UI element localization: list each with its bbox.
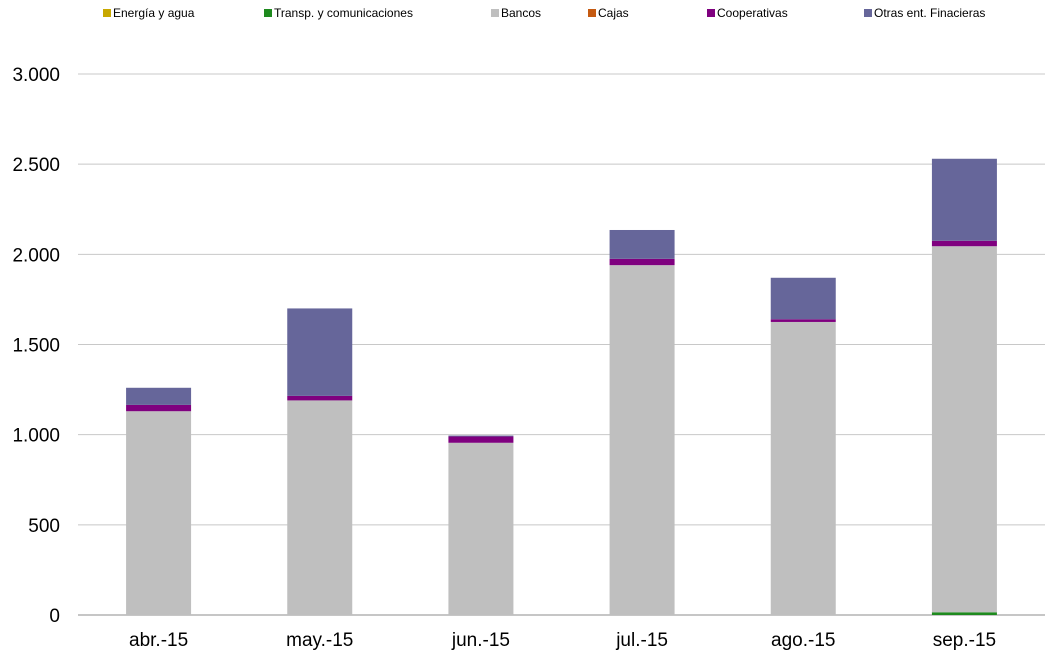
bar-segment [931,612,997,615]
legend-label: Cooperativas [717,6,788,20]
legend-swatch [103,9,111,17]
x-tick-label: jun.-15 [451,630,510,651]
bar-segment [931,246,997,613]
y-tick-label: 2.500 [12,155,60,176]
bar-segment [931,240,997,247]
x-tick-label: abr.-15 [129,630,188,651]
legend-item: Energía y agua [103,6,194,20]
legend-swatch [264,9,272,17]
bar-segment [931,158,997,241]
legend-swatch [864,9,872,17]
gridlines [78,73,1045,616]
x-tick-label: jul.-15 [615,630,668,651]
x-tick-label: sep.-15 [933,630,996,651]
y-tick-label: 1.500 [12,336,60,357]
y-tick-label: 0 [49,606,60,627]
legend-label: Transp. y comunicaciones [274,6,413,20]
y-axis: 0 500 1.000 1.500 2.000 2.500 3.000 [12,65,60,627]
bar-segment [609,229,675,259]
legend-swatch [491,9,499,17]
x-axis: abr.-15 may.-15 jun.-15 jul.-15 ago.-15 sep.-… [129,630,996,651]
x-tick-label: ago.-15 [771,630,835,651]
legend-label: Cajas [598,6,629,20]
legend-label: Otras ent. Finacieras [874,6,986,20]
y-tick-label: 500 [28,516,60,537]
bar-segment [287,395,353,401]
bar-stacks [126,158,997,615]
bar-segment [448,442,514,615]
bar-segment [287,400,353,615]
legend-item: Cajas [588,6,629,20]
legend-item: Otras ent. Finacieras [864,6,985,20]
legend-item: Bancos [491,6,541,20]
bar-segment [609,265,675,615]
bar-segment [770,319,836,322]
bar-segment [126,411,192,615]
bar-segment [609,258,675,266]
y-tick-label: 3.000 [12,65,60,86]
legend-item: Transp. y comunicaciones [264,6,413,20]
chart-legend: Energía y agua Transp. y comunicaciones Ba… [0,6,1045,26]
bar-segment [770,321,836,615]
y-tick-label: 1.000 [12,426,60,447]
legend-swatch [707,9,715,17]
x-tick-label: may.-15 [286,630,353,651]
legend-label: Energía y agua [113,6,195,20]
bar-segment [126,404,192,412]
bar-segment [770,277,836,320]
bar-segment [448,436,514,443]
bar-segment [448,435,514,437]
bar-segment [126,387,192,405]
legend-swatch [588,9,596,17]
legend-label: Bancos [501,6,542,20]
bar-segment [287,308,353,396]
y-tick-label: 2.000 [12,245,60,266]
legend-item: Cooperativas [707,6,788,20]
